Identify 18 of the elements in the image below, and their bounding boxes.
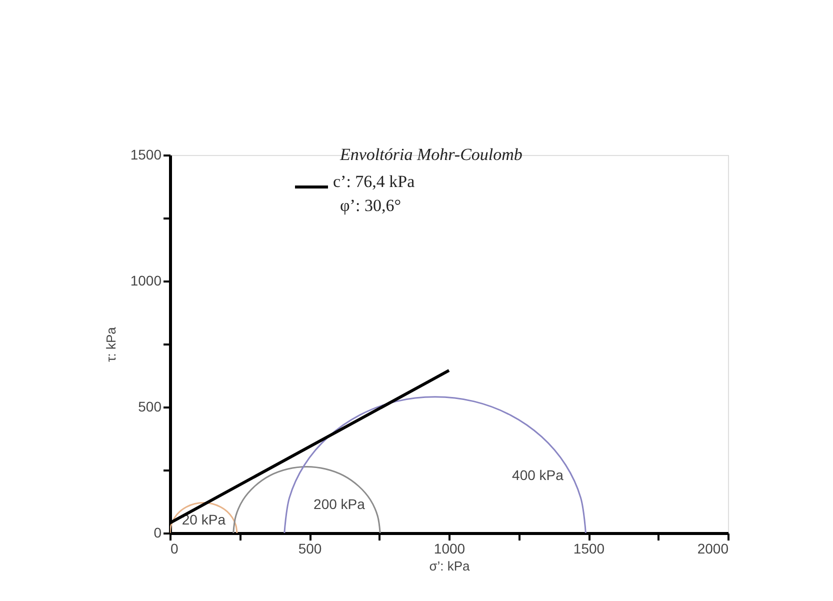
y-tick-label: 1000 [130,272,162,288]
x-tick-label: 0 [170,540,178,556]
y-tick-label: 1500 [130,146,162,162]
x-axis-title: σ’: kPa [429,558,471,574]
x-tick-label: 1000 [434,540,466,556]
series-label: 200 kPa [314,496,366,512]
line-series [232,466,381,533]
line-series [170,502,238,533]
line-series [284,396,586,533]
y-tick-label: 500 [138,398,162,414]
legend-title: Envoltória Mohr-Coulomb [339,145,522,164]
series-label: 400 kPa [512,466,564,483]
y-tick-label: 0 [154,524,162,540]
x-tick-label: 2000 [697,540,729,556]
x-tick-label: 500 [298,540,322,556]
legend-label: c’: 76,4 kPa φ’: 30,6° [333,172,416,215]
y-axis-title: τ: kPa [103,326,118,362]
x-tick-label: 1500 [573,540,605,556]
